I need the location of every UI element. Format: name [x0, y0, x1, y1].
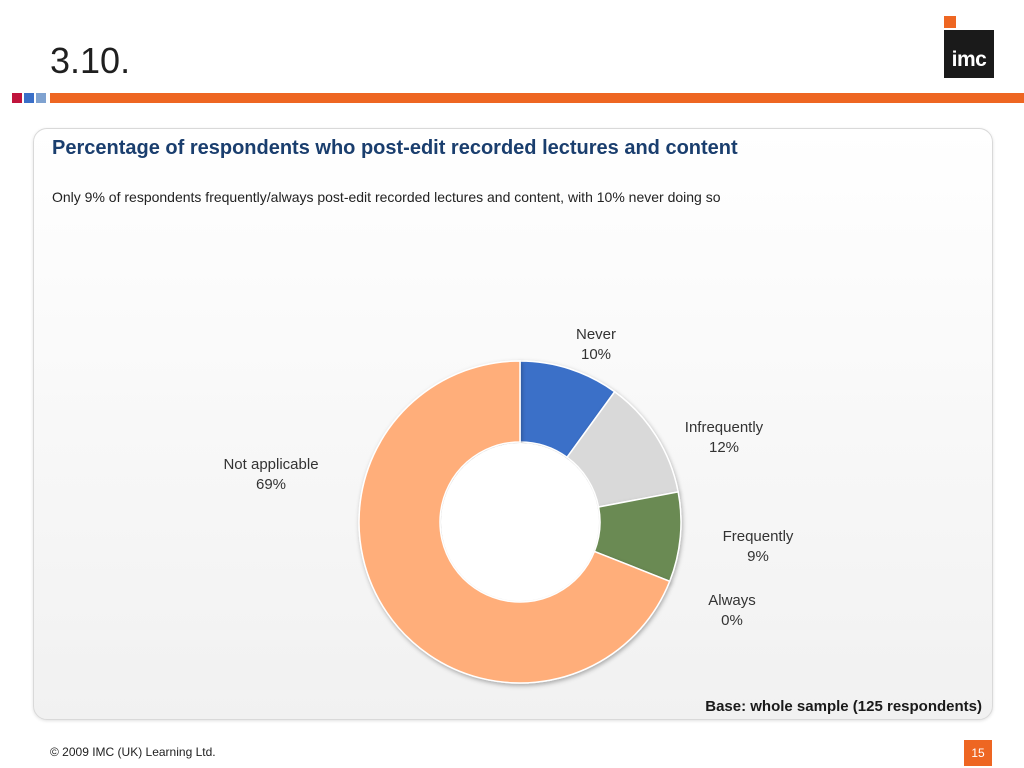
footer-copyright: © 2009 IMC (UK) Learning Ltd. [50, 745, 216, 759]
accent-line [50, 93, 1024, 103]
accent-square-blue [24, 93, 34, 103]
base-note: Base: whole sample (125 respondents) [705, 698, 982, 715]
label-frequently: Frequently [723, 528, 794, 545]
accent-bar [0, 93, 1024, 103]
label-never: Never [576, 326, 616, 343]
chart-subtitle: Only 9% of respondents frequently/always… [52, 189, 721, 205]
label-not-applicable: Not applicable [223, 456, 318, 473]
logo-accent-square [944, 16, 956, 28]
value-frequently: 9% [747, 548, 769, 565]
value-infrequently: 12% [709, 439, 739, 456]
page-number: 15 [964, 740, 992, 766]
content-panel: Percentage of respondents who post-edit … [33, 128, 993, 720]
value-always: 0% [721, 612, 743, 629]
accent-square-red [12, 93, 22, 103]
chart-heading: Percentage of respondents who post-edit … [52, 137, 738, 159]
donut-hole [441, 443, 599, 601]
imc-logo: imc [944, 16, 994, 78]
label-always: Always [708, 592, 756, 609]
slide-title: 3.10. [50, 40, 131, 81]
label-infrequently: Infrequently [685, 419, 764, 436]
value-never: 10% [581, 346, 611, 363]
donut-chart: Never 10% Infrequently 12% Frequently 9% Alway… [223, 326, 794, 684]
slice-not-applicable [358, 360, 671, 684]
value-not-applicable: 69% [256, 476, 286, 493]
logo-text: imc [944, 30, 994, 78]
accent-square-lightblue [36, 93, 46, 103]
